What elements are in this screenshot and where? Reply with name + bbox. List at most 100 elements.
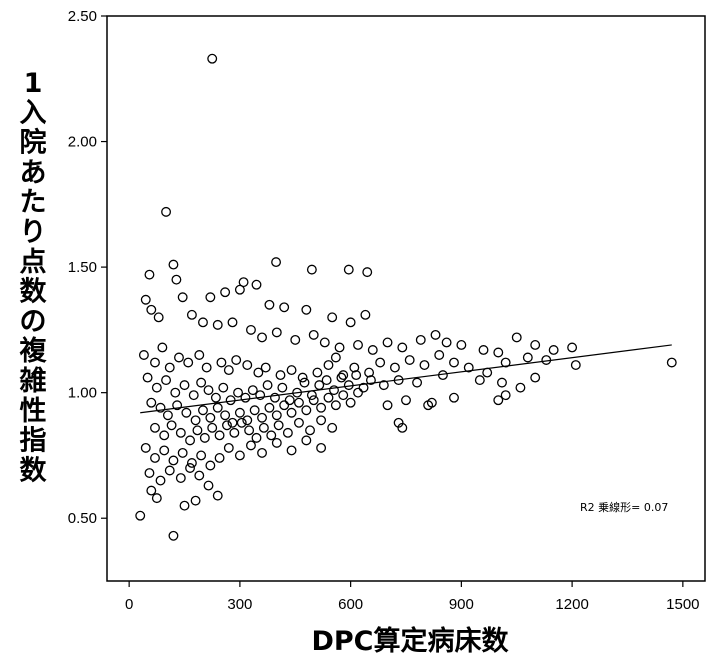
plot-frame	[106, 15, 706, 582]
data-point	[155, 475, 166, 486]
data-point	[246, 324, 256, 335]
data-point	[330, 400, 341, 411]
data-point	[419, 360, 430, 370]
data-point	[336, 372, 347, 383]
y-tick-label: 1.00	[68, 385, 97, 402]
x-tick-label: 0	[125, 596, 133, 613]
data-point	[227, 317, 238, 328]
data-point	[401, 395, 411, 406]
data-point	[260, 362, 271, 373]
data-point	[423, 400, 434, 411]
data-point	[190, 495, 201, 506]
data-point	[168, 530, 179, 541]
data-point	[201, 362, 212, 373]
data-point	[205, 292, 216, 303]
y-axis-ticks: 0.50 1.00 1.50 2.00 2.50	[68, 8, 107, 527]
data-point	[177, 447, 188, 458]
data-point	[242, 415, 253, 426]
data-point	[323, 392, 334, 403]
data-point	[493, 395, 504, 406]
data-point	[338, 370, 349, 381]
data-point	[251, 432, 262, 443]
x-tick-label: 600	[338, 596, 363, 613]
data-point	[290, 334, 301, 345]
data-point	[415, 334, 426, 345]
data-point	[282, 427, 293, 438]
data-point	[222, 420, 232, 431]
data-point	[175, 473, 186, 483]
data-points	[135, 53, 677, 541]
data-point	[362, 267, 373, 278]
data-point	[666, 357, 677, 368]
data-point	[500, 357, 511, 368]
data-point	[174, 352, 184, 363]
data-point	[297, 372, 308, 383]
data-point	[271, 327, 282, 338]
data-point	[247, 385, 258, 396]
data-point	[262, 380, 273, 391]
data-point	[456, 340, 467, 350]
data-point	[183, 357, 194, 368]
data-point	[223, 365, 234, 376]
data-point	[567, 342, 578, 353]
data-point	[159, 445, 170, 456]
data-point	[434, 350, 445, 360]
data-point	[378, 380, 389, 391]
data-point	[142, 372, 153, 383]
data-point	[258, 422, 269, 433]
data-point	[345, 317, 356, 328]
data-point	[306, 264, 317, 275]
data-point	[255, 390, 266, 401]
data-point	[343, 264, 354, 275]
data-point	[244, 425, 255, 436]
x-tick-label: 300	[227, 596, 252, 613]
data-point	[286, 407, 297, 418]
data-point	[316, 442, 327, 453]
data-point	[301, 435, 312, 446]
data-point	[530, 372, 541, 383]
y-tick-label: 2.50	[68, 8, 97, 25]
data-point	[233, 387, 243, 398]
data-point	[389, 362, 400, 373]
data-point	[179, 380, 190, 391]
data-point	[177, 292, 188, 303]
data-point	[205, 460, 216, 471]
data-point	[236, 417, 247, 428]
data-point	[277, 382, 288, 393]
data-point	[319, 337, 330, 348]
data-point	[284, 395, 295, 406]
data-point	[199, 432, 210, 443]
data-point	[138, 350, 149, 360]
data-point	[190, 415, 201, 426]
data-point	[155, 402, 166, 413]
data-point	[301, 405, 312, 416]
x-tick-label: 1500	[666, 596, 699, 613]
data-point	[463, 362, 474, 373]
data-point	[286, 365, 297, 376]
x-axis-ticks: 0 300 600 900 1200 1500	[125, 581, 700, 613]
data-point	[198, 317, 208, 328]
data-point	[251, 279, 262, 290]
data-point	[430, 329, 441, 340]
data-point	[144, 269, 155, 280]
data-point	[353, 340, 363, 350]
data-point	[279, 302, 290, 313]
data-point	[161, 206, 172, 217]
data-point	[146, 304, 157, 315]
data-point	[216, 357, 227, 368]
data-point	[212, 490, 223, 501]
data-point	[231, 355, 242, 365]
data-point	[270, 392, 280, 403]
data-point	[194, 350, 205, 360]
data-point	[150, 422, 160, 433]
data-point	[382, 337, 393, 348]
data-point	[441, 337, 452, 348]
data-point	[321, 375, 332, 386]
data-point	[308, 329, 319, 340]
data-point	[266, 430, 277, 441]
data-point	[329, 385, 339, 396]
data-point	[205, 412, 216, 423]
data-point	[364, 367, 375, 378]
data-point	[358, 382, 369, 393]
